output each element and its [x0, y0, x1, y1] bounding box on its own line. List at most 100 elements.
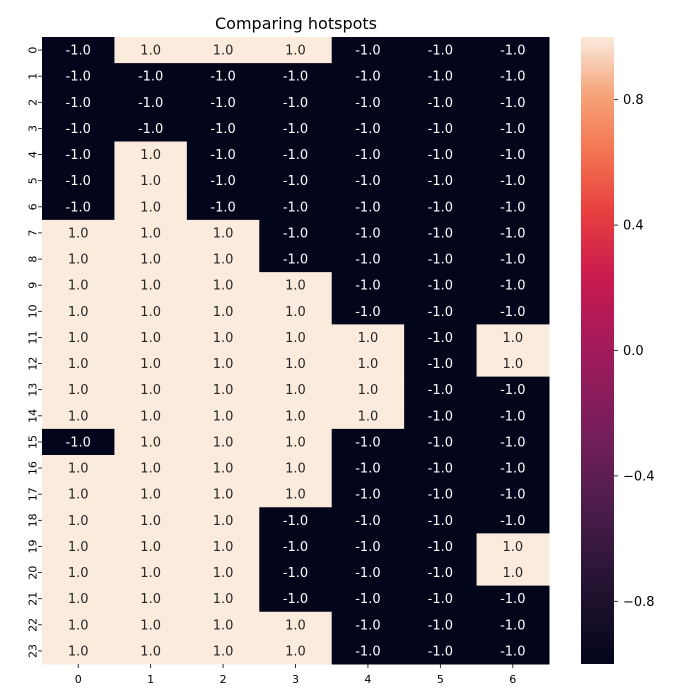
- cell-value-label: 1.0: [285, 435, 306, 450]
- cell-value-label: 1.0: [285, 357, 306, 372]
- heatmap-cell: [404, 193, 478, 221]
- cell-value-label: 1.0: [358, 357, 379, 372]
- heatmap-cell: [404, 63, 478, 90]
- cell-value-label: -1.0: [210, 174, 235, 189]
- colorbar-tick-label: 0.4: [623, 219, 644, 234]
- heatmap-cell: [476, 350, 550, 378]
- heatmap-cell: [331, 402, 405, 430]
- heatmap-cell: [331, 507, 405, 534]
- cell-value-label: -1.0: [355, 96, 380, 111]
- cell-value-label: 1.0: [68, 462, 89, 477]
- cell-value-label: 1.0: [140, 226, 161, 241]
- heatmap-cell: [259, 559, 333, 587]
- cell-value-label: -1.0: [210, 148, 235, 163]
- cell-value-label: 1.0: [140, 514, 161, 529]
- cell-value-label: 1.0: [140, 148, 161, 163]
- cell-value-label: 1.0: [358, 409, 379, 424]
- heatmap-cell: [476, 63, 550, 90]
- heatmap-cell: [476, 637, 550, 665]
- cell-value-label: -1.0: [66, 70, 91, 85]
- cell-value-label: -1.0: [355, 226, 380, 241]
- heatmap-cell: [42, 298, 115, 325]
- cell-value-label: 1.0: [68, 279, 89, 294]
- heatmap-cell: [42, 272, 115, 299]
- cell-value-label: 1.0: [140, 305, 161, 320]
- cell-value-label: -1.0: [428, 331, 453, 346]
- y-tick-label: 14: [27, 409, 40, 423]
- heatmap-cell: [186, 455, 260, 482]
- heatmap-cell: [42, 559, 115, 587]
- heatmap-cell: [114, 115, 188, 142]
- chart-title: Comparing hotspots: [215, 14, 377, 33]
- heatmap-cell: [259, 507, 333, 534]
- cell-value-label: 1.0: [140, 44, 161, 59]
- heatmap-cell: [186, 585, 260, 613]
- x-tick-label: 2: [220, 673, 227, 686]
- cell-value-label: 1.0: [213, 226, 234, 241]
- cell-value-label: -1.0: [355, 462, 380, 477]
- heatmap-cell: [42, 324, 115, 351]
- y-tick-label: 3: [27, 125, 40, 132]
- heatmap-cell: [331, 246, 405, 273]
- cell-value-label: -1.0: [355, 592, 380, 607]
- heatmap-cell: [404, 298, 478, 325]
- cell-value-label: 1.0: [68, 253, 89, 268]
- y-tick-label: 23: [27, 644, 40, 658]
- heatmap-cell: [476, 141, 550, 169]
- cell-value-label: -1.0: [428, 435, 453, 450]
- heatmap-cell: [42, 637, 115, 665]
- heatmap-cell: [114, 585, 188, 613]
- cell-value-label: -1.0: [500, 644, 525, 659]
- cell-value-label: -1.0: [355, 618, 380, 633]
- heatmap-cell: [331, 559, 405, 587]
- heatmap-cell: [476, 37, 550, 64]
- cell-value-label: 1.0: [68, 331, 89, 346]
- heatmap-cell: [42, 350, 115, 378]
- heatmap-cell: [476, 559, 550, 587]
- cell-value-label: -1.0: [355, 200, 380, 215]
- cell-value-label: 1.0: [140, 462, 161, 477]
- cell-value-label: 1.0: [140, 383, 161, 398]
- heatmap-cell: [259, 219, 333, 247]
- cell-value-label: -1.0: [500, 409, 525, 424]
- y-tick-label: 1: [27, 73, 40, 80]
- y-tick-label: 2: [27, 99, 40, 106]
- y-tick-label: 12: [27, 357, 40, 371]
- heatmap-cell: [42, 507, 115, 534]
- heatmap-cell: [404, 37, 478, 64]
- heatmap-cell: [42, 246, 115, 273]
- heatmap-cell: [331, 63, 405, 90]
- cell-value-label: -1.0: [355, 122, 380, 137]
- x-tick-label: 3: [292, 673, 299, 686]
- cell-value-label: -1.0: [355, 566, 380, 581]
- heatmap-cell: [476, 585, 550, 613]
- colorbar: [581, 37, 614, 664]
- cell-value-label: -1.0: [138, 70, 163, 85]
- heatmap-cell: [331, 167, 405, 195]
- cell-value-label: 1.0: [285, 618, 306, 633]
- heatmap-cell: [259, 533, 333, 560]
- cell-value-label: -1.0: [66, 200, 91, 215]
- heatmap-cell: [259, 324, 333, 351]
- cell-value-label: 1.0: [213, 618, 234, 633]
- heatmap-cell: [259, 428, 333, 456]
- heatmap-cell: [42, 455, 115, 482]
- heatmap-cell: [114, 507, 188, 534]
- cell-value-label: -1.0: [428, 174, 453, 189]
- cell-value-label: -1.0: [210, 122, 235, 137]
- heatmap-cell: [404, 533, 478, 560]
- heatmap-cell: [186, 298, 260, 325]
- cell-value-label: -1.0: [428, 70, 453, 85]
- y-tick-label: 4: [27, 151, 40, 158]
- heatmap-cell: [114, 455, 188, 482]
- y-tick-label: 17: [27, 487, 40, 501]
- heatmap-cell: [259, 167, 333, 195]
- heatmap-cell: [186, 272, 260, 299]
- y-tick-label: 10: [27, 304, 40, 318]
- heatmap-cell: [404, 481, 478, 508]
- heatmap-cell: [42, 167, 115, 195]
- cell-value-label: -1.0: [210, 200, 235, 215]
- heatmap-cell: [404, 272, 478, 299]
- cell-value-label: -1.0: [500, 488, 525, 503]
- heatmap-cell: [114, 37, 188, 64]
